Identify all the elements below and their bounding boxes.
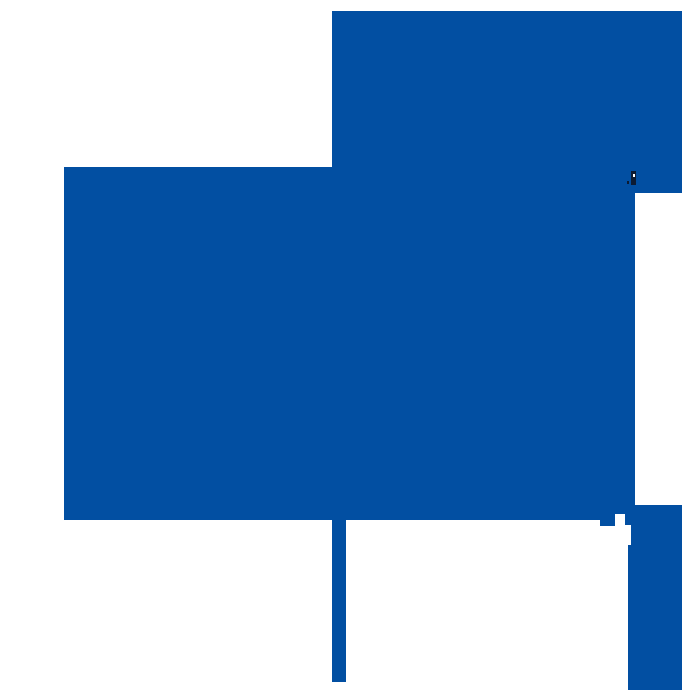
bottom-edge-notch [615,514,625,520]
glyph-dot [627,181,629,184]
right-column-flare [628,545,635,690]
bottom-step-right [625,520,635,525]
glyph-bar [631,171,636,185]
glyph-bar-notch [633,174,635,177]
right-column [635,505,682,690]
main-block [64,167,635,520]
center-strip [332,520,346,682]
top-block [332,11,682,193]
right-column-ledge [631,525,635,545]
bottom-step-left [600,520,615,526]
